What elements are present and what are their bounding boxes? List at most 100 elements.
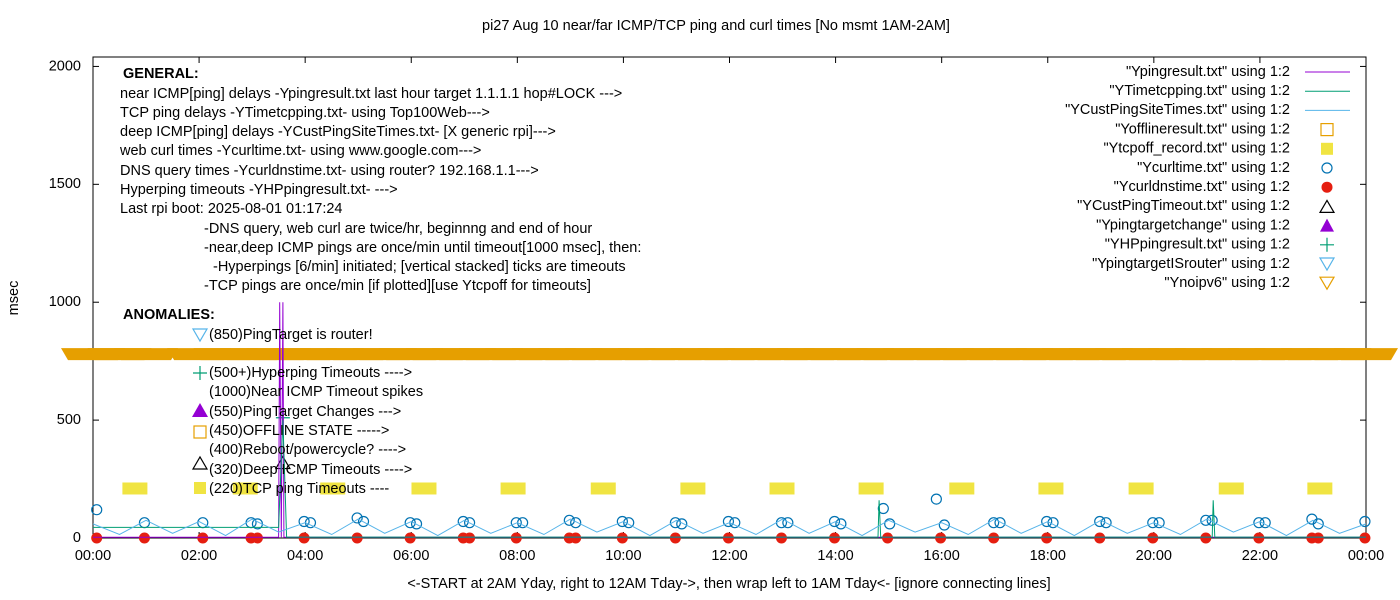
legend-swatch	[1320, 237, 1334, 252]
point	[357, 515, 370, 528]
point	[1041, 532, 1053, 544]
point	[570, 532, 582, 544]
point	[829, 532, 841, 544]
point	[722, 515, 735, 528]
y-tick-label: 0	[73, 530, 81, 546]
point	[1253, 532, 1265, 544]
point	[320, 482, 346, 495]
annotation: (500+)Hyperping Timeouts ---->	[209, 365, 412, 381]
point	[835, 518, 847, 530]
point	[828, 515, 841, 528]
legend-label: "Ynoipv6" using 1:2	[1164, 275, 1290, 291]
point	[722, 532, 734, 544]
legend-swatch	[1320, 122, 1334, 137]
point	[1259, 517, 1271, 529]
point	[463, 517, 476, 529]
annotation: DNS query times -Ycurldnstime.txt- using…	[120, 163, 539, 179]
point	[298, 515, 310, 528]
key-symbol	[194, 482, 206, 494]
x-axis-label: <-START at 2AM Yday, right to 12AM Tday-…	[407, 576, 1050, 592]
point	[570, 517, 582, 529]
point	[1094, 532, 1106, 544]
legend-label: "Yofflineresult.txt" using 1:2	[1115, 121, 1290, 137]
point	[616, 532, 628, 544]
x-tick-label: 12:00	[711, 548, 747, 564]
x-tick-label: 04:00	[287, 548, 323, 564]
point	[1128, 482, 1154, 495]
point	[1200, 514, 1212, 526]
y-tick-label: 1000	[49, 294, 81, 310]
line	[93, 302, 1366, 538]
point	[994, 517, 1006, 529]
point	[410, 518, 423, 530]
point	[1200, 532, 1212, 544]
point	[351, 532, 363, 544]
x-tick-label: 20:00	[1136, 548, 1172, 564]
legend-label: "Ycurltime.txt" using 1:2	[1137, 160, 1290, 176]
legend-label: "YCustPingSiteTimes.txt" using 1:2	[1065, 102, 1290, 118]
series	[61, 348, 1398, 361]
point	[251, 532, 263, 544]
line	[93, 420, 1366, 538]
point	[404, 517, 416, 529]
line	[92, 518, 1367, 537]
point	[563, 514, 575, 526]
annotation: GENERAL:	[123, 66, 199, 82]
legend-label: "Ytcpoff_record.txt" using 1:2	[1103, 141, 1290, 157]
key-symbol	[193, 425, 207, 439]
y-tick-label: 500	[57, 412, 81, 428]
legend-swatch	[1321, 162, 1333, 174]
series	[91, 532, 1371, 544]
annotation: (850)PingTarget is router!	[209, 327, 373, 343]
x-tick-label: 00:00	[1348, 548, 1384, 564]
point	[91, 504, 103, 516]
point	[669, 532, 681, 544]
point	[411, 482, 437, 495]
point	[877, 502, 889, 515]
annotation: (550)PingTarget Changes --->	[209, 404, 401, 420]
key-symbol	[191, 455, 209, 470]
point	[676, 518, 688, 530]
point	[680, 482, 706, 495]
point	[1312, 518, 1324, 530]
annotation: TCP ping delays -YTimetcpping.txt- using…	[120, 105, 490, 121]
chart-title: pi27 Aug 10 near/far ICMP/TCP ping and c…	[482, 18, 950, 34]
legend-swatch	[1321, 142, 1333, 155]
point	[197, 532, 209, 544]
legend-label: "Ypingtargetchange" using 1:2	[1096, 217, 1290, 233]
x-tick-label: 02:00	[181, 548, 217, 564]
point	[1147, 517, 1159, 529]
point	[988, 532, 1000, 544]
x-tick-label: 06:00	[393, 548, 429, 564]
legend-label: "YHPpingresult.txt" using 1:2	[1105, 237, 1290, 253]
annotation: (400)Reboot/powercycle? ---->	[209, 442, 406, 458]
annotation: (220)TCP ping Timeouts ----	[209, 481, 389, 497]
x-tick-label: 10:00	[605, 548, 641, 564]
point	[1218, 482, 1244, 495]
point	[1312, 532, 1324, 544]
y-tick-label: 2000	[49, 58, 81, 74]
point	[197, 517, 209, 529]
legend-label: "YTimetcpping.txt" using 1:2	[1109, 83, 1290, 99]
annotation: (1000)Near ICMP Timeout spikes	[209, 384, 423, 400]
annotation: deep ICMP[ping] delays -YCustPingSiteTim…	[120, 124, 556, 140]
point	[623, 517, 635, 529]
point	[1359, 532, 1371, 544]
point	[138, 532, 150, 544]
legend-swatch	[1320, 218, 1334, 232]
x-tick-label: 08:00	[499, 548, 535, 564]
annotation: -near,deep ICMP pings are once/min until…	[204, 240, 641, 256]
key-symbol	[191, 328, 209, 343]
series	[122, 482, 1333, 495]
annotation: near ICMP[ping] delays -Ypingresult.txt …	[120, 86, 622, 102]
x-tick-label: 16:00	[924, 548, 960, 564]
point	[500, 482, 526, 495]
annotation: ANOMALIES:	[123, 307, 215, 323]
point	[782, 517, 794, 529]
annotation: web curl times -Ycurltime.txt- using www…	[119, 143, 481, 159]
point	[464, 532, 476, 544]
point	[1359, 515, 1371, 528]
key-symbol	[193, 366, 207, 380]
legend-swatch	[1318, 199, 1336, 213]
